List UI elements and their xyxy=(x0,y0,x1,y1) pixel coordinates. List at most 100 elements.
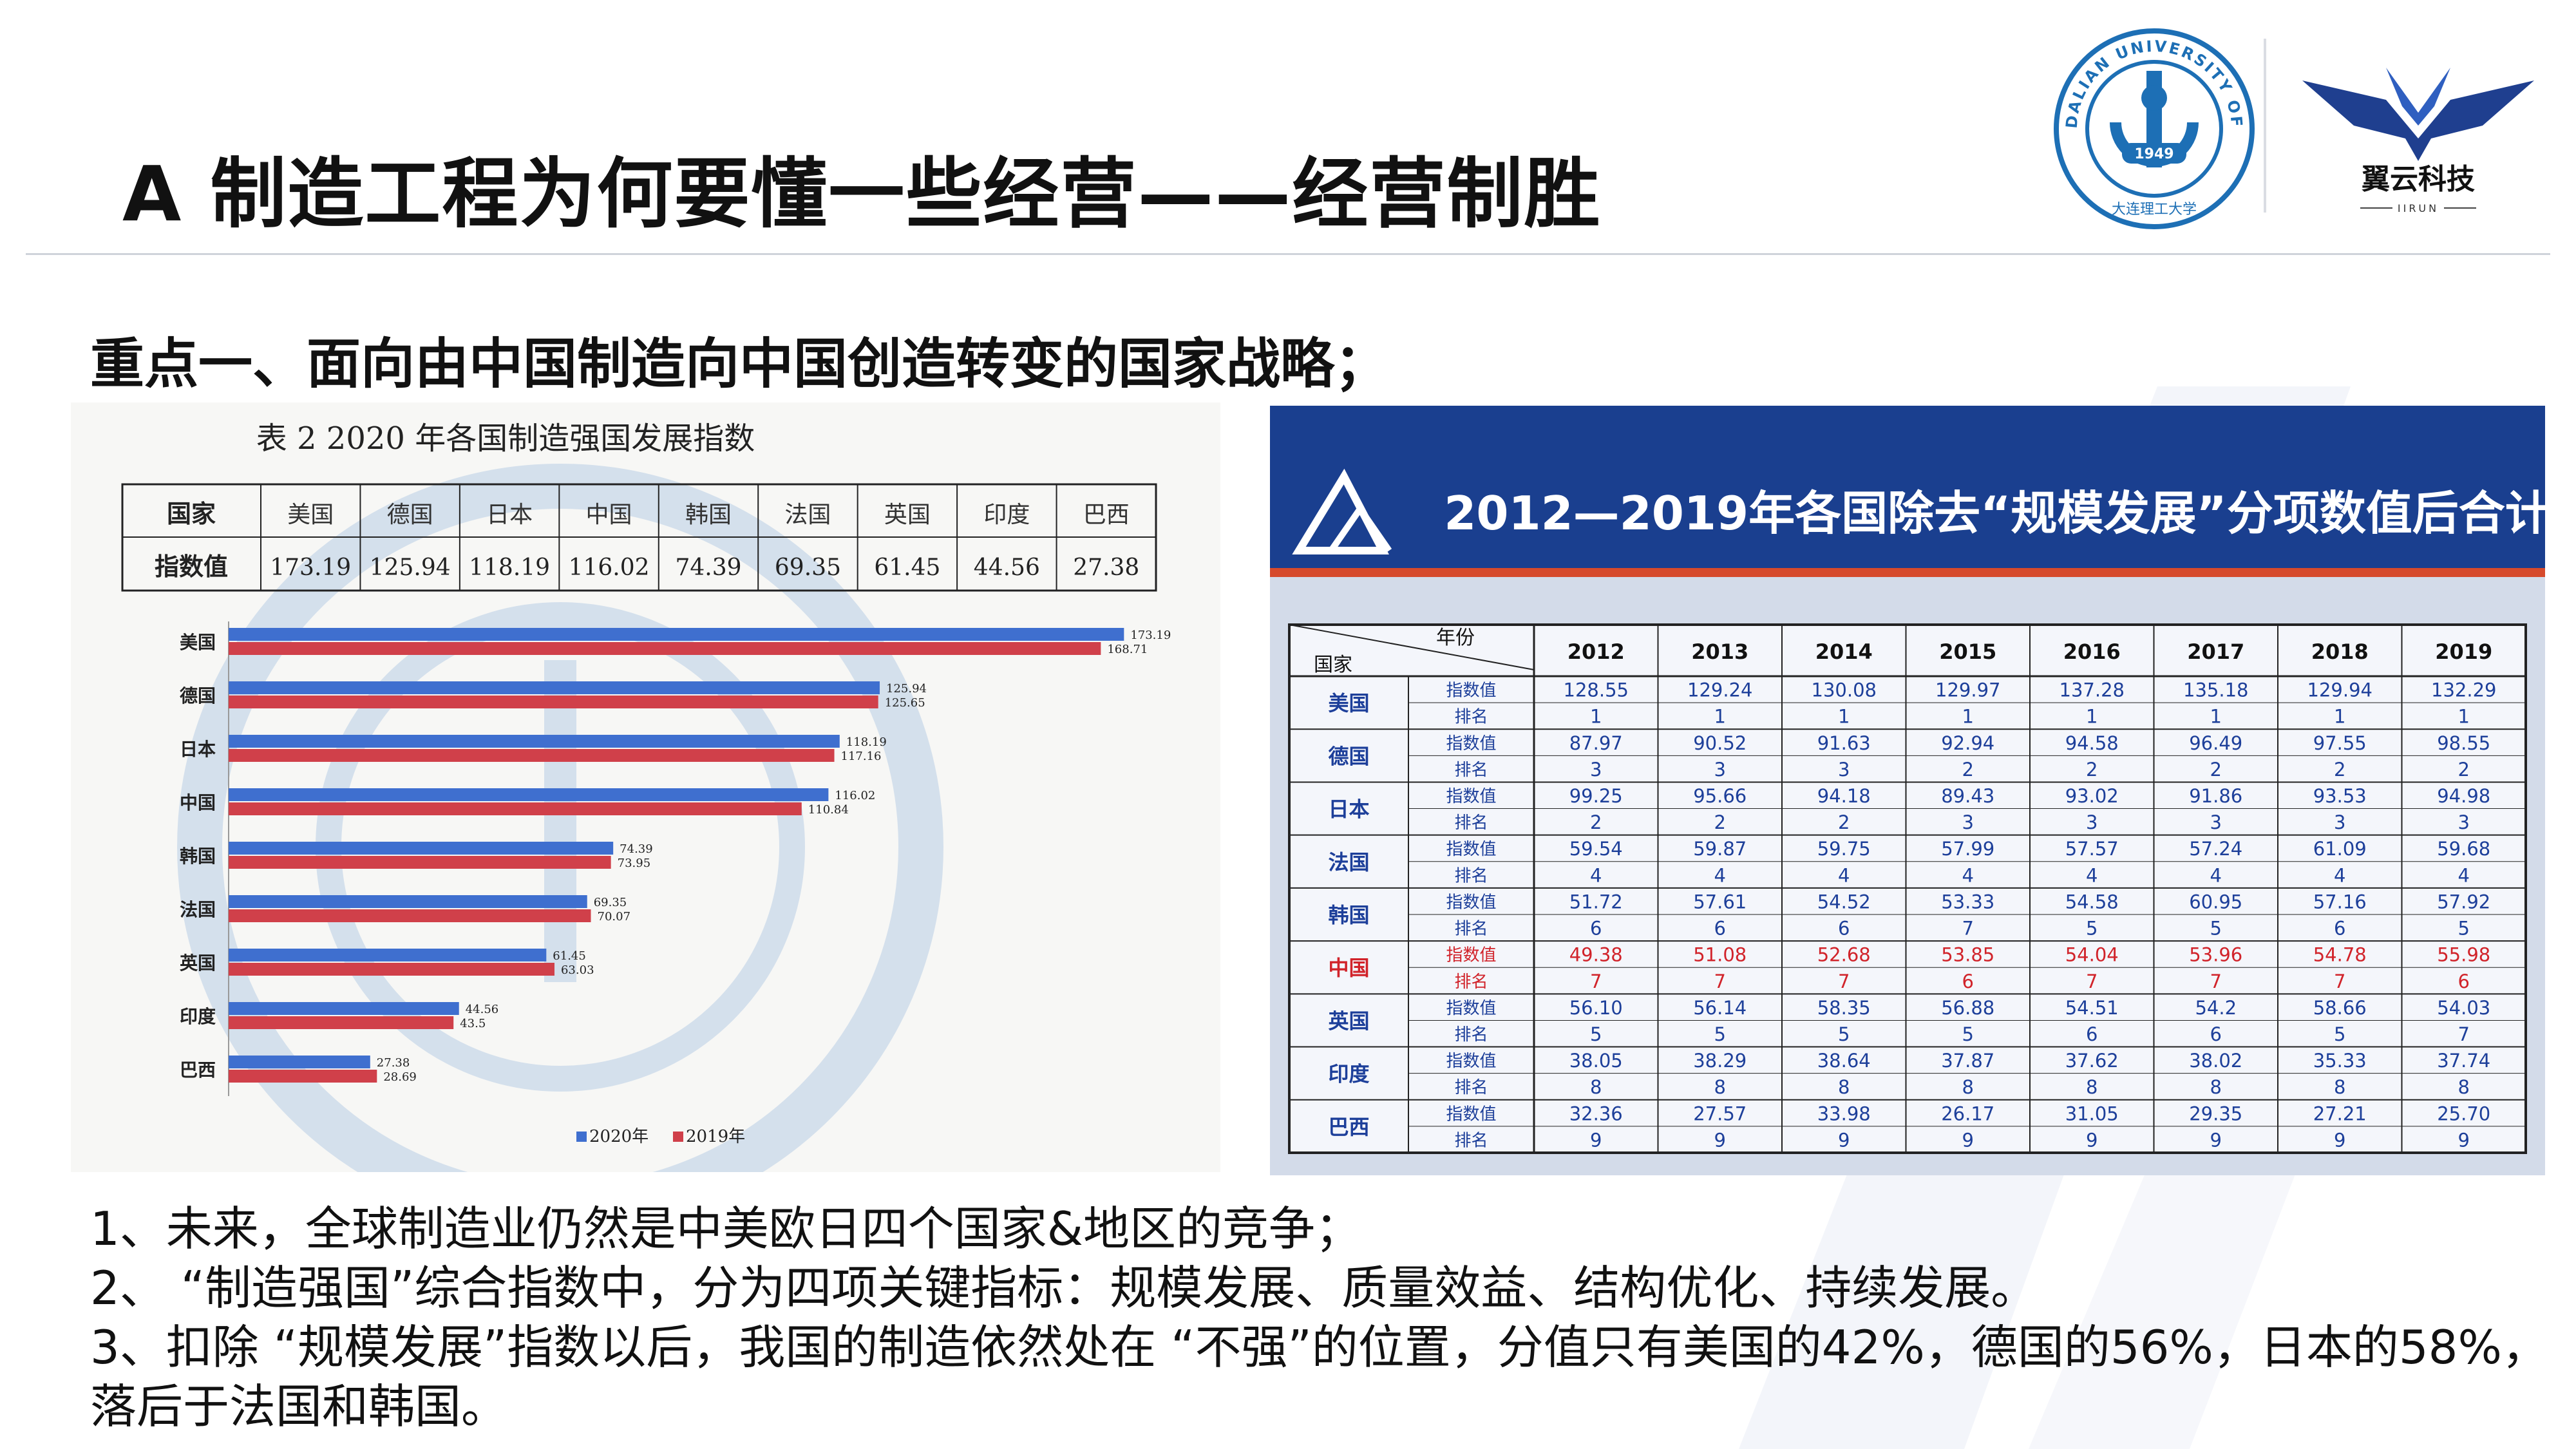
index-value-cell: 57.99 xyxy=(1941,838,1994,860)
index-value-cell: 27.57 xyxy=(1693,1103,1747,1124)
rank-value-cell: 1 xyxy=(2210,706,2222,728)
index-value-cell: 57.61 xyxy=(1693,891,1747,913)
rank-value-cell: 3 xyxy=(1838,759,1850,781)
index-value-cell: 37.87 xyxy=(1941,1050,1994,1072)
bar-value-label: 69.35 xyxy=(594,896,627,909)
index-value-cell: 58.66 xyxy=(2313,997,2367,1019)
index-value-cell: 54.2 xyxy=(2195,997,2237,1019)
rank-value-cell: 7 xyxy=(1962,918,1974,940)
country-cell: 法国 xyxy=(1328,850,1369,875)
index-value-cell: 54.78 xyxy=(2313,944,2367,966)
index-value-cell: 137.28 xyxy=(2060,679,2125,701)
index-value-cell: 91.86 xyxy=(2189,785,2242,807)
year-header: 2014 xyxy=(1815,639,1873,664)
rank-value-cell: 5 xyxy=(1590,1023,1602,1045)
rank-value-cell: 9 xyxy=(1838,1129,1850,1151)
index-value-cell: 32.36 xyxy=(1569,1103,1623,1124)
index-value-cell: 59.75 xyxy=(1817,838,1871,860)
rank-value-cell: 2 xyxy=(2458,759,2470,781)
rank-value-cell: 1 xyxy=(2086,706,2098,728)
rank-label: 排名 xyxy=(1454,1078,1488,1097)
rank-value-cell: 8 xyxy=(1590,1076,1602,1098)
manufacturing-index-figure: 表 2 2020 年各国制造强国发展指数 国家 指数值 美国 173.19 德国 12… xyxy=(71,402,1220,1172)
bar-value-label: 118.19 xyxy=(846,735,887,749)
index-value-cell: 57.16 xyxy=(2313,891,2367,913)
note-item-2: 2、 “制造强国”综合指数中，分为四项关键指标：规模发展、质量效益、结构优化、持… xyxy=(90,1261,2038,1315)
country-cell: 印度 xyxy=(1328,1062,1369,1086)
rank-value-cell: 6 xyxy=(1714,918,1726,940)
table-country-cell: 韩国 xyxy=(685,502,732,528)
table-value-cell: 125.94 xyxy=(370,554,451,581)
category-label: 韩国 xyxy=(180,846,216,867)
index-value-cell: 53.96 xyxy=(2189,944,2242,966)
rank-value-cell: 1 xyxy=(2334,706,2345,728)
rank-value-cell: 6 xyxy=(2210,1023,2222,1045)
rank-value-cell: 8 xyxy=(2334,1076,2345,1098)
table-country-cell: 法国 xyxy=(784,502,831,528)
bar-value-label: 70.07 xyxy=(598,910,631,923)
bar-2019年 xyxy=(229,1070,377,1083)
rank-value-cell: 7 xyxy=(2086,971,2098,992)
bar-2020年 xyxy=(229,681,880,694)
index-label: 指数值 xyxy=(1446,734,1496,753)
table-country-cell: 中国 xyxy=(586,502,632,528)
bar-value-label: 168.71 xyxy=(1107,643,1148,656)
index-value-cell: 129.24 xyxy=(1687,679,1752,701)
rank-label: 排名 xyxy=(1454,1025,1488,1045)
header-country-label: 国家 xyxy=(1314,654,1352,676)
rank-value-cell: 1 xyxy=(1714,706,1726,728)
table-value-cell: 118.19 xyxy=(469,554,550,581)
rank-value-cell: 2 xyxy=(2210,759,2222,781)
company-name: 翼云科技 xyxy=(2362,163,2475,196)
company-sub: IIRUN xyxy=(2398,202,2439,214)
rank-value-cell: 5 xyxy=(2086,918,2098,940)
bar-2020年 xyxy=(229,628,1124,641)
table-header-country: 国家 xyxy=(167,499,216,528)
table-country-cell: 德国 xyxy=(387,502,433,528)
index-value-cell: 95.66 xyxy=(1693,785,1747,807)
rank-label: 排名 xyxy=(1454,761,1488,780)
rank-value-cell: 8 xyxy=(1714,1076,1726,1098)
seal-chinese-name: 大连理工大学 xyxy=(2112,202,2197,218)
rank-value-cell: 6 xyxy=(2334,918,2345,940)
bar-value-label: 117.16 xyxy=(841,750,882,763)
index-value-cell: 54.58 xyxy=(2065,891,2119,913)
rank-value-cell: 5 xyxy=(1714,1023,1726,1045)
year-header: 2017 xyxy=(2187,639,2244,664)
category-label: 中国 xyxy=(180,792,216,813)
index-value-cell: 128.55 xyxy=(1564,679,1629,701)
index-label: 指数值 xyxy=(1446,946,1496,965)
bar-value-label: 173.19 xyxy=(1130,629,1171,642)
index-value-cell: 97.55 xyxy=(2313,732,2367,754)
index-value-cell: 56.10 xyxy=(1569,997,1623,1019)
table-value-cell: 69.35 xyxy=(775,554,841,581)
bar-2019年 xyxy=(229,856,611,869)
rank-value-cell: 5 xyxy=(2210,918,2222,940)
country-cell: 韩国 xyxy=(1328,903,1369,927)
rank-value-cell: 6 xyxy=(1590,918,1602,940)
rank-value-cell: 1 xyxy=(2458,706,2470,728)
index-value-cell: 57.24 xyxy=(2189,838,2242,860)
index-value-cell: 26.17 xyxy=(1941,1103,1994,1124)
index-value-cell: 59.87 xyxy=(1693,838,1747,860)
bar-value-label: 116.02 xyxy=(835,789,875,802)
index-value-cell: 94.18 xyxy=(1817,785,1871,807)
index-label: 指数值 xyxy=(1446,893,1496,912)
rank-value-cell: 4 xyxy=(1714,864,1726,886)
index-value-cell: 49.38 xyxy=(1569,944,1623,966)
bar-value-label: 125.65 xyxy=(885,696,925,710)
note-item-3: 3、扣除 “规模发展”指数以后，我国的制造依然处在 “不强”的位置，分值只有美国… xyxy=(90,1320,2548,1434)
rank-label: 排名 xyxy=(1454,708,1488,727)
index-label: 指数值 xyxy=(1446,999,1496,1018)
rank-value-cell: 3 xyxy=(1962,811,1974,833)
note-item-1: 1、未来，全球制造业仍然是中美欧日四个国家&地区的竞争； xyxy=(90,1202,1361,1256)
rank-value-cell: 8 xyxy=(2210,1076,2222,1098)
country-cell: 日本 xyxy=(1328,797,1369,822)
chart-legend: 2020年 2019年 xyxy=(576,1127,745,1146)
index-value-cell: 55.98 xyxy=(2437,944,2490,966)
rank-value-cell: 4 xyxy=(2210,864,2222,886)
index-value-cell: 38.02 xyxy=(2189,1050,2242,1072)
rank-value-cell: 9 xyxy=(2210,1129,2222,1151)
year-header: 2016 xyxy=(2063,639,2121,664)
table-country-cell: 巴西 xyxy=(1083,502,1130,528)
